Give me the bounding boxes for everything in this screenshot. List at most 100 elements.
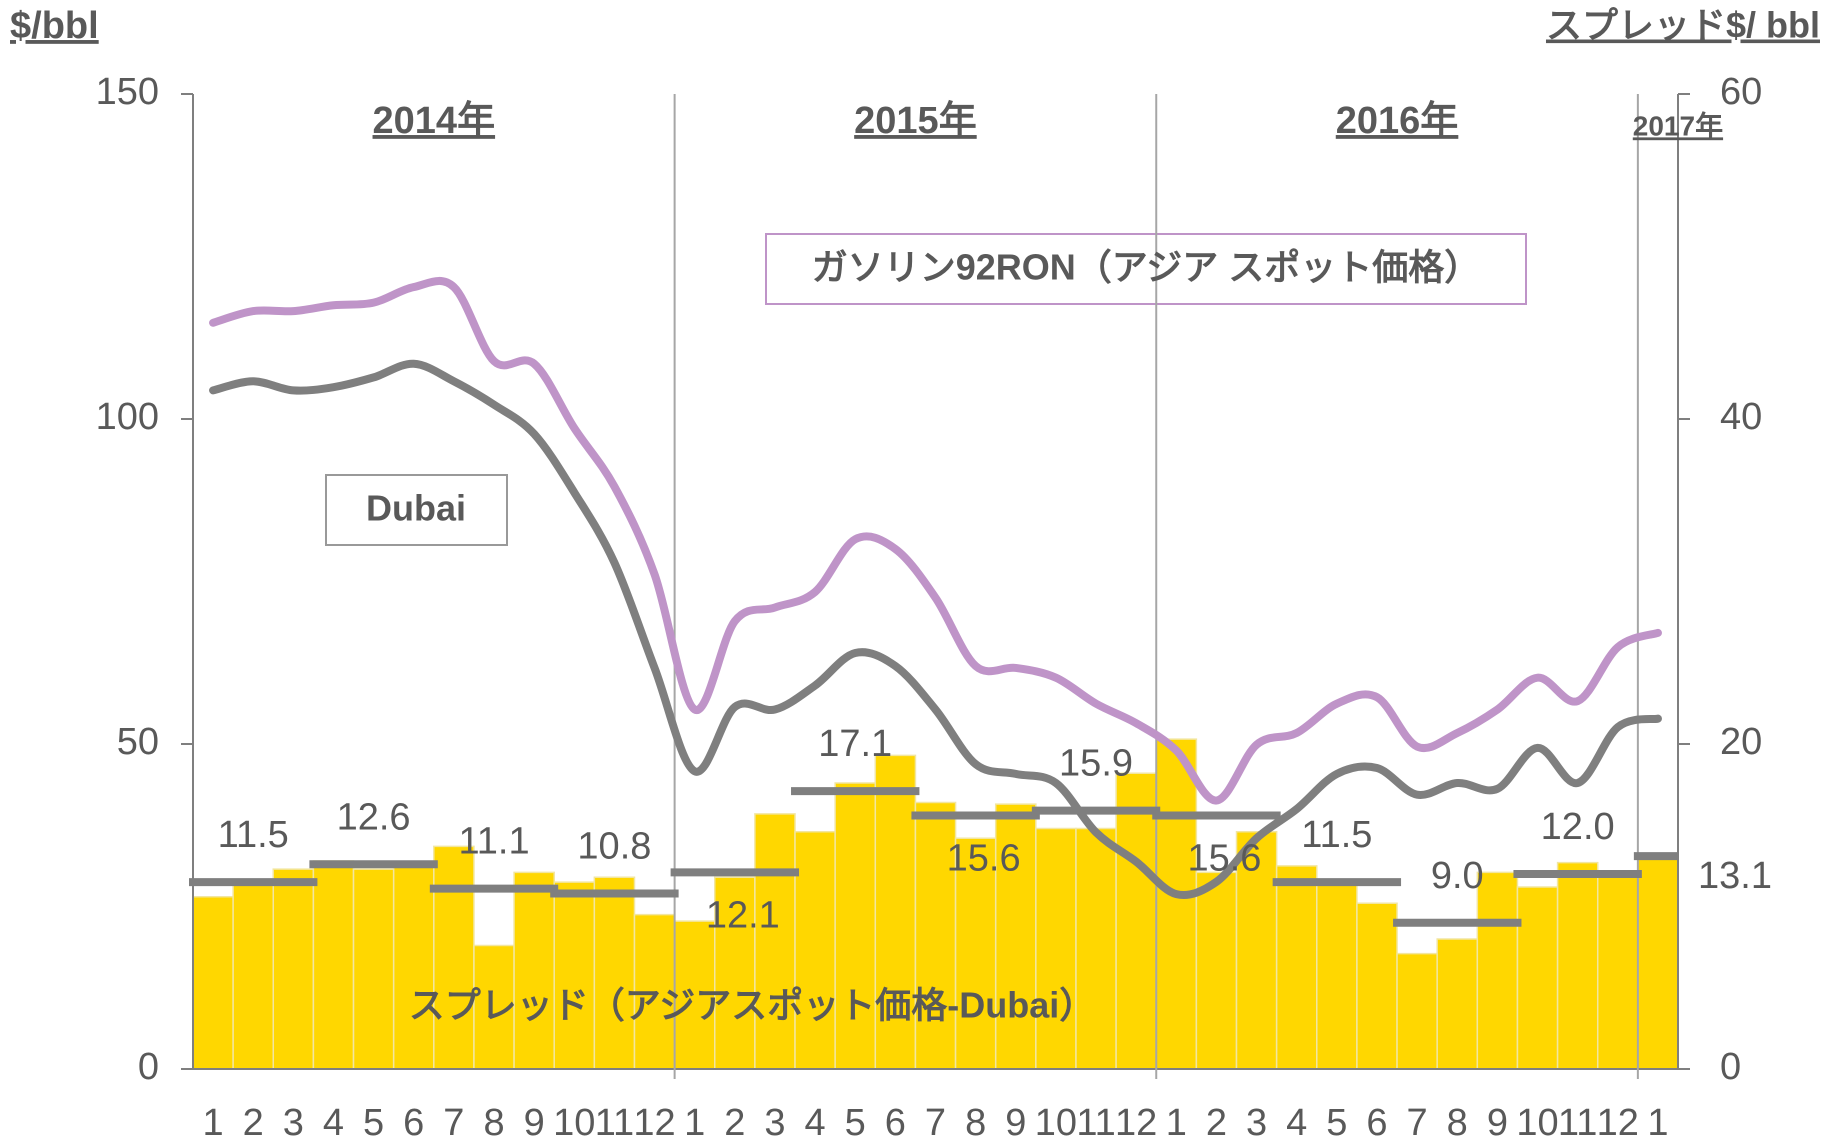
average-label: 12.1	[706, 894, 780, 936]
y2-axis-label: スプレッド$/ bbl	[1546, 5, 1820, 46]
bar	[794, 831, 836, 1070]
bar	[232, 881, 275, 1070]
average-label: 15.6	[947, 838, 1021, 880]
x-tick-label: 3	[283, 1102, 304, 1137]
average-label: 9.0	[1431, 855, 1484, 897]
x-tick-label: 11	[1558, 1102, 1597, 1137]
x-tick-label: 2	[724, 1102, 745, 1137]
bar	[1396, 952, 1438, 1070]
bar	[1275, 865, 1318, 1070]
x-tick-label: 8	[483, 1102, 504, 1137]
x-tick-label: 7	[1407, 1102, 1428, 1137]
bar	[433, 845, 475, 1070]
x-tick-label: 8	[965, 1102, 986, 1137]
bar	[1556, 861, 1599, 1070]
dubai-label-box	[325, 474, 508, 546]
bar	[1075, 827, 1117, 1070]
average-label: 15.6	[1187, 838, 1261, 880]
bar	[1115, 772, 1157, 1070]
bar	[272, 868, 315, 1070]
y2-tick-label: 60	[1720, 71, 1762, 113]
year-label: 2017年	[1633, 109, 1723, 141]
y-tick-label: 0	[138, 1046, 159, 1088]
average-label: 13.1	[1698, 855, 1772, 897]
bar	[994, 803, 1037, 1070]
y-tick-label: 100	[96, 396, 159, 438]
x-tick-label: 12	[1115, 1102, 1157, 1137]
year-label: 2015年	[854, 100, 977, 142]
bar	[834, 782, 877, 1070]
bar	[1476, 871, 1519, 1070]
x-tick-label: 9	[524, 1102, 545, 1137]
x-tick-label: 7	[925, 1102, 946, 1137]
x-tick-label: 6	[403, 1102, 424, 1137]
average-label: 12.0	[1541, 806, 1615, 848]
x-tick-label: 5	[1326, 1102, 1347, 1137]
x-tick-label: 2	[243, 1102, 264, 1137]
x-tick-label: 9	[1005, 1102, 1026, 1137]
x-tick-label: 3	[1246, 1102, 1267, 1137]
y-tick-label: 50	[117, 721, 159, 763]
spread-label: スプレッド（アジアスポット価格-Dubai）	[409, 985, 1096, 1026]
x-tick-label: 6	[885, 1102, 906, 1137]
average-label: 15.9	[1059, 743, 1133, 785]
bar	[1436, 938, 1479, 1070]
x-tick-label: 11	[1076, 1102, 1115, 1137]
bar	[914, 801, 957, 1070]
y2-tick-label: 40	[1720, 396, 1762, 438]
x-tick-label: 12	[1597, 1102, 1639, 1137]
x-tick-label: 10	[1516, 1102, 1558, 1137]
x-tick-label: 1	[202, 1102, 223, 1137]
dubai-label: Dubai	[366, 488, 466, 529]
x-tick-label: 3	[764, 1102, 785, 1137]
line	[209, 359, 1662, 899]
gasoline-label-box	[765, 233, 1527, 305]
average-label: 12.6	[337, 796, 411, 838]
bar	[312, 860, 355, 1070]
bar	[1596, 871, 1639, 1070]
average-label: 11.1	[458, 821, 529, 863]
bar	[1035, 827, 1077, 1070]
x-tick-label: 4	[323, 1102, 344, 1137]
bar	[1195, 871, 1238, 1070]
x-tick-label: 4	[1286, 1102, 1307, 1137]
bar	[352, 868, 395, 1070]
bar	[1637, 855, 1679, 1070]
year-label: 2016年	[1336, 100, 1459, 142]
bar	[392, 865, 435, 1070]
bar	[1316, 881, 1358, 1070]
x-tick-label: 6	[1366, 1102, 1387, 1137]
x-tick-label: 8	[1447, 1102, 1468, 1137]
bar	[714, 876, 756, 1070]
y2-tick-label: 20	[1720, 721, 1762, 763]
x-tick-label: 4	[805, 1102, 826, 1137]
average-label: 17.1	[818, 723, 892, 765]
bar	[1516, 886, 1559, 1070]
x-tick-label: 1	[1647, 1102, 1668, 1137]
gasoline-label: ガソリン92RON（アジア スポット価格）	[812, 247, 1481, 288]
bar	[593, 876, 636, 1070]
bar	[553, 881, 596, 1070]
bar	[754, 813, 796, 1070]
y-axis-label: $/bbl	[10, 5, 99, 47]
x-tick-label: 10	[553, 1102, 595, 1137]
average-label: 11.5	[1301, 814, 1372, 856]
bar	[1356, 902, 1398, 1070]
bar	[1155, 738, 1198, 1070]
x-tick-label: 1	[1166, 1102, 1187, 1137]
x-tick-label: 5	[845, 1102, 866, 1137]
average-label: 11.5	[218, 814, 289, 856]
x-tick-label: 10	[1035, 1102, 1077, 1137]
x-tick-label: 5	[363, 1102, 384, 1137]
average-label: 10.8	[577, 826, 651, 868]
year-label: 2014年	[373, 100, 496, 142]
x-tick-label: 2	[1206, 1102, 1227, 1137]
line	[209, 276, 1662, 805]
y-tick-label: 150	[96, 71, 159, 113]
bar	[513, 871, 555, 1070]
x-tick-label: 11	[595, 1102, 634, 1137]
bar	[192, 896, 234, 1070]
y2-tick-label: 0	[1720, 1046, 1741, 1088]
x-tick-label: 9	[1487, 1102, 1508, 1137]
